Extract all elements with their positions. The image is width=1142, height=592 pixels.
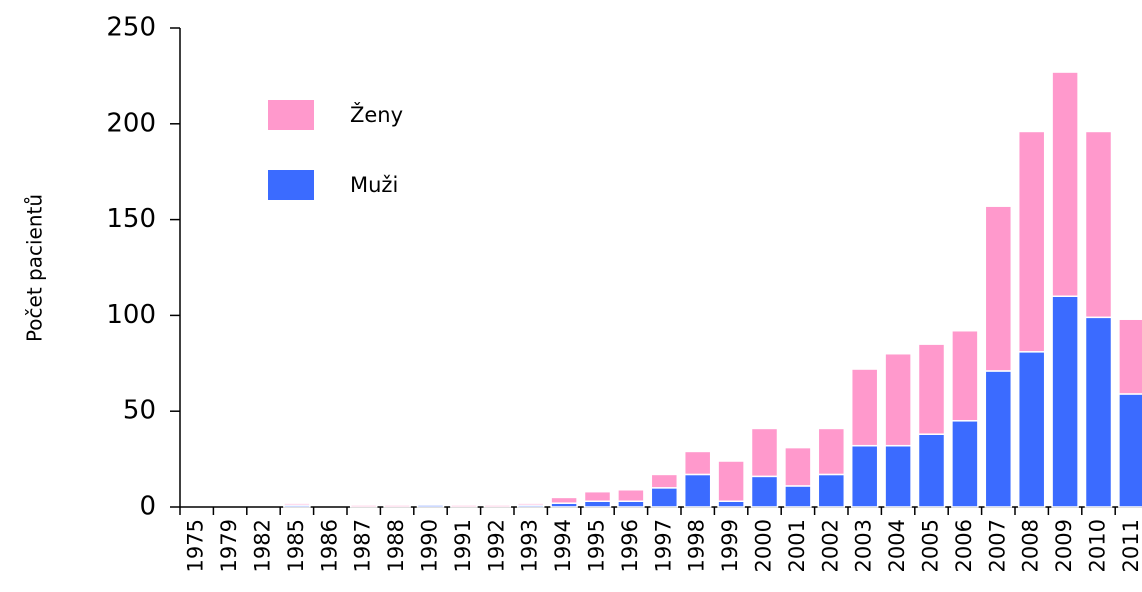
y-tick-label: 250 — [106, 13, 156, 43]
bar-segment — [784, 485, 812, 508]
x-tick-label: 2002 — [818, 519, 842, 572]
bar-segment — [450, 504, 478, 508]
bar-segment — [984, 205, 1013, 372]
y-axis-label: Počet pacientů — [23, 194, 47, 342]
legend-swatch — [268, 170, 314, 200]
x-tick-label: 1979 — [217, 519, 241, 572]
bar-segment — [884, 352, 912, 447]
x-tick-label: 1987 — [351, 519, 375, 572]
x-tick-label: 1992 — [484, 519, 508, 572]
legend-swatch — [268, 100, 314, 130]
x-tick-label: 1988 — [384, 519, 408, 572]
legend-label: Muži — [350, 173, 398, 197]
x-tick-label: 2011 — [1119, 519, 1142, 572]
bar-segment — [1017, 130, 1046, 353]
x-tick-label: 2010 — [1086, 519, 1110, 572]
bar-segment — [717, 460, 745, 503]
bar-segment — [483, 504, 512, 508]
bar-segment — [617, 489, 645, 503]
bar-segment — [1084, 130, 1113, 319]
bar-segment — [984, 370, 1013, 508]
bar-segment — [817, 473, 846, 508]
x-tick-label: 1993 — [518, 519, 542, 572]
x-tick-label: 1986 — [317, 519, 341, 572]
x-tick-label: 1985 — [284, 519, 308, 572]
bar-segment — [850, 368, 879, 447]
x-tick-label: 2007 — [985, 519, 1009, 572]
x-tick-label: 1975 — [184, 519, 208, 572]
bar-segment — [1118, 318, 1142, 395]
bar-segment — [383, 504, 411, 508]
x-tick-label: 1995 — [585, 519, 609, 572]
bar-segment — [951, 420, 979, 508]
x-tick-label: 2000 — [752, 519, 776, 572]
x-tick-label: 1990 — [418, 519, 442, 572]
bar-segment — [750, 475, 779, 508]
x-tick-label: 2003 — [852, 519, 876, 572]
bar-segment — [1051, 295, 1079, 508]
bar-segment — [817, 427, 846, 476]
bar-segment — [1118, 393, 1142, 508]
x-tick-label: 1991 — [451, 519, 475, 572]
bar-segment — [917, 343, 946, 435]
x-tick-label: 2005 — [919, 519, 943, 572]
bar-segment — [583, 500, 612, 508]
bar-segment — [1017, 351, 1046, 508]
bar-segment — [1084, 316, 1113, 508]
bar-segment — [617, 500, 645, 508]
bar-segment — [884, 444, 912, 508]
bar-segment — [583, 490, 612, 503]
y-tick-label: 0 — [139, 492, 156, 522]
bar-segment — [683, 450, 712, 476]
x-tick-label: 2008 — [1019, 519, 1043, 572]
x-tick-label: 1999 — [718, 519, 742, 572]
bar-segment — [683, 473, 712, 508]
bar-segment — [349, 504, 378, 508]
x-tick-label: 2006 — [952, 519, 976, 572]
bar-segment — [550, 496, 578, 504]
y-tick-label: 50 — [123, 396, 156, 426]
x-tick-label: 2004 — [885, 519, 909, 572]
bar-segment — [283, 502, 311, 506]
x-tick-label: 1996 — [618, 519, 642, 572]
y-tick-label: 100 — [106, 300, 156, 330]
bar-segment — [650, 473, 679, 489]
x-tick-label: 1982 — [251, 519, 275, 572]
bar-segment — [917, 433, 946, 508]
x-tick-label: 1998 — [685, 519, 709, 572]
x-tick-label: 1997 — [651, 519, 675, 572]
x-tick-label: 2009 — [1052, 519, 1076, 572]
bar-segment — [750, 427, 779, 478]
bar-segment — [951, 329, 979, 422]
bar-segment — [416, 504, 445, 508]
y-tick-label: 150 — [106, 204, 156, 234]
y-tick-label: 200 — [106, 108, 156, 138]
x-tick-label: 2001 — [785, 519, 809, 572]
bar-segment — [516, 502, 545, 506]
bar-segment — [850, 444, 879, 508]
bar-segment — [650, 487, 679, 508]
x-tick-label: 1994 — [551, 519, 575, 572]
bar-segment — [717, 500, 745, 508]
bar-segment — [1051, 71, 1079, 297]
bar-segment — [784, 446, 812, 487]
legend-label: Ženy — [350, 102, 403, 127]
